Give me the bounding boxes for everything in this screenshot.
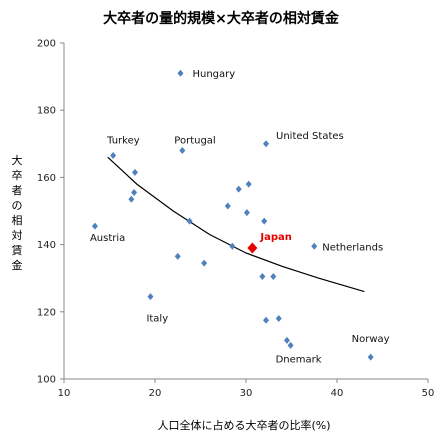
points-group	[91, 69, 374, 361]
data-point	[287, 341, 294, 349]
data-point	[229, 242, 236, 250]
data-point	[91, 222, 98, 230]
point-label: Dnemark	[276, 354, 322, 365]
data-point	[263, 316, 270, 324]
y-axis-label-char: 卒	[12, 168, 23, 182]
data-point	[263, 140, 270, 148]
data-point	[367, 353, 374, 361]
trendline-group	[107, 156, 365, 293]
data-point	[261, 217, 268, 225]
data-point	[131, 189, 138, 197]
data-point	[201, 259, 208, 267]
data-point	[311, 242, 318, 250]
data-point	[224, 202, 231, 210]
highlight-point-japan	[247, 242, 258, 254]
data-point	[259, 273, 266, 281]
point-label: Netherlands	[322, 242, 383, 253]
y-axis-label-char: の	[12, 199, 23, 212]
data-point	[270, 273, 277, 281]
point-label: Italy	[146, 314, 168, 325]
y-axis-label-char: 金	[12, 258, 23, 272]
y-tick-label: 160	[37, 173, 56, 184]
y-tick-label: 120	[37, 307, 56, 318]
chart-title: 大卒者の量的規模×大卒者の相対賃金	[103, 10, 340, 27]
x-tick-label: 20	[149, 388, 162, 399]
x-axis-label: 人口全体に占める大卒者の比率(%)	[157, 418, 330, 432]
data-point	[186, 217, 193, 225]
data-point	[179, 147, 186, 155]
y-axis-label-char: 賃	[12, 243, 23, 257]
data-point	[283, 336, 290, 344]
point-label: United States	[276, 131, 344, 142]
data-point	[275, 315, 282, 323]
data-point	[147, 293, 154, 301]
trendline	[107, 156, 365, 293]
data-point	[243, 209, 250, 217]
data-point	[174, 252, 181, 260]
y-tick-label: 180	[37, 106, 56, 117]
y-axis-label: 大卒者の相対賃金	[12, 153, 23, 272]
data-point	[110, 152, 117, 160]
data-point	[177, 69, 184, 77]
y-axis-label-char: 対	[12, 228, 23, 242]
highlight-label-japan: Japan	[259, 232, 292, 243]
point-label: Austria	[90, 233, 125, 244]
axes: 100 120 140 160 180 200 10 20 30 40 50	[37, 39, 434, 400]
y-tick-label: 100	[37, 375, 56, 386]
point-label: Hungary	[192, 69, 235, 80]
data-point	[245, 180, 252, 188]
point-label: Portugal	[174, 136, 215, 147]
y-tick-label: 200	[37, 39, 56, 50]
data-point	[235, 185, 242, 193]
data-point	[131, 168, 138, 176]
y-axis-label-char: 大	[12, 153, 23, 167]
point-label: Turkey	[106, 136, 140, 147]
x-tick-label: 50	[422, 388, 435, 399]
y-axis-label-char: 相	[12, 214, 23, 227]
x-tick-label: 10	[58, 388, 71, 399]
x-tick-label: 40	[331, 388, 344, 399]
y-tick-label: 140	[37, 240, 56, 251]
point-label: Norway	[352, 334, 390, 345]
y-axis-label-char: 者	[12, 184, 23, 197]
annotations-group: Hungary Portugal Turkey United States Austri…	[90, 69, 390, 365]
data-point	[128, 195, 135, 203]
x-tick-label: 30	[240, 388, 253, 399]
